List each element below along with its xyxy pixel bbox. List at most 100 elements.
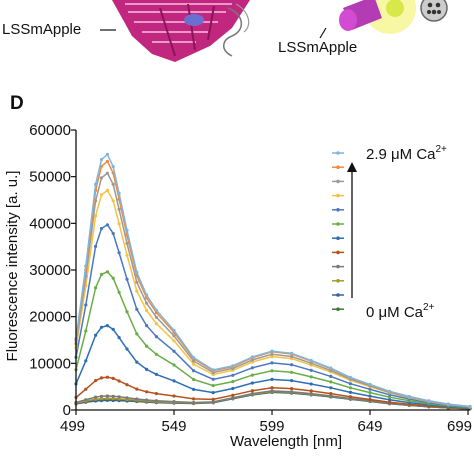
spectrum-point [309, 375, 313, 379]
spectrum-point [105, 152, 109, 156]
spectrum-point [94, 395, 98, 399]
spectrum-point [290, 379, 294, 383]
legend-swatch-marker [336, 222, 340, 226]
spectrum-point [231, 393, 235, 397]
spectrum-point [125, 396, 129, 400]
spectrum-point [111, 199, 115, 203]
spectrum-point [111, 376, 115, 380]
spectrum-point [125, 347, 129, 351]
spectrum-point [84, 387, 88, 391]
legend-swatch-marker [336, 307, 340, 312]
spectrum-point [111, 396, 115, 401]
spectrum-point [172, 349, 176, 353]
spectrum-point [388, 398, 392, 402]
spectrum-point [250, 358, 254, 362]
spectrum-point [94, 214, 98, 218]
spectrum-point [172, 334, 176, 338]
spectrum-line [75, 189, 471, 408]
spectrum-point [105, 396, 109, 400]
spectrum-point [94, 182, 98, 186]
spectrum-point [94, 333, 98, 337]
spectrum-point [348, 382, 352, 386]
spectrum-point [117, 251, 121, 255]
spectrum-point [270, 369, 274, 373]
spectrum-point [290, 354, 294, 359]
spectrum-point [117, 336, 121, 340]
y-axis-title: Fluorescence intensity [a. u.] [4, 171, 21, 362]
spectrum-point [270, 355, 274, 359]
spectrum-point [145, 344, 149, 348]
legend-swatch-marker [336, 279, 340, 283]
spectrum-point [135, 270, 139, 274]
spectrum-point [125, 241, 129, 245]
spectrum-point [125, 277, 129, 281]
legend-swatch-marker [336, 151, 340, 155]
spectrum-point [348, 386, 352, 390]
spectrum-point [290, 351, 294, 355]
spectrum-point [117, 290, 121, 294]
spectrum-point [135, 360, 139, 364]
spectrum-point [211, 384, 215, 388]
spectrum-point [84, 359, 88, 363]
spectrum-point [211, 391, 215, 395]
legend-swatch-marker [336, 250, 340, 255]
spectrum-point [117, 191, 121, 195]
spectrum-point [111, 276, 115, 280]
spectrum-point [135, 289, 139, 293]
spectrum-series [74, 375, 472, 411]
spectrum-point [105, 188, 109, 192]
spectrum-point [145, 301, 149, 305]
spectrum-point [192, 377, 196, 382]
spectrum-point [135, 397, 139, 401]
legend-swatch-marker [336, 236, 340, 240]
x-tick-label: 649 [358, 418, 383, 435]
spectrum-point [388, 395, 392, 399]
spectrum-point [250, 392, 254, 396]
x-axis-title: Wavelength [nm] [230, 433, 342, 450]
spectrum-point [145, 398, 149, 402]
y-tick-label: 10000 [29, 355, 71, 372]
spectrum-point [309, 392, 313, 396]
top-right-callout-label: LSSmApple [278, 39, 357, 56]
spectrum-point [427, 399, 431, 403]
spectrum-point [211, 368, 215, 372]
spectrum-point [329, 394, 333, 398]
spectrum-point [250, 366, 254, 370]
spectrum-point [192, 397, 196, 401]
spectrum-point [94, 244, 98, 248]
spectrum-point [117, 379, 121, 383]
spectrum-point [154, 372, 158, 376]
spectrum-point [135, 387, 139, 391]
x-tick-label: 699 [447, 418, 472, 435]
spectrum-point [192, 359, 196, 363]
spectrum-point [145, 293, 149, 297]
spectrum-point [231, 396, 235, 400]
spectrum-point [172, 339, 176, 343]
spectrum-point [309, 382, 313, 386]
spectrum-point [84, 264, 88, 268]
spectrum-point [154, 392, 158, 396]
spectrum-point [99, 376, 104, 380]
spectrum-plot-area [74, 152, 472, 411]
y-tick-label: 40000 [29, 215, 71, 232]
spectrum-point [348, 375, 352, 379]
spectrum-point [135, 280, 139, 284]
spectrum-point [446, 402, 450, 406]
legend-swatch-marker [336, 193, 340, 198]
y-tick-label: 60000 [29, 122, 71, 139]
spectrum-point [250, 373, 254, 377]
spectrum-point [99, 325, 104, 329]
spectrum-point [99, 272, 104, 277]
x-tick-label: 499 [60, 418, 85, 435]
spectrum-point [211, 377, 215, 381]
spectrum-point [125, 253, 129, 257]
x-tick-label: 599 [260, 418, 285, 435]
spectrum-point [145, 324, 149, 328]
spectrum-point [192, 400, 196, 405]
spectrum-point [290, 387, 294, 391]
spectrum-point [117, 207, 121, 211]
spectrum-point [111, 394, 115, 398]
spectrum-point [172, 394, 176, 398]
spectrum-point [309, 389, 313, 393]
